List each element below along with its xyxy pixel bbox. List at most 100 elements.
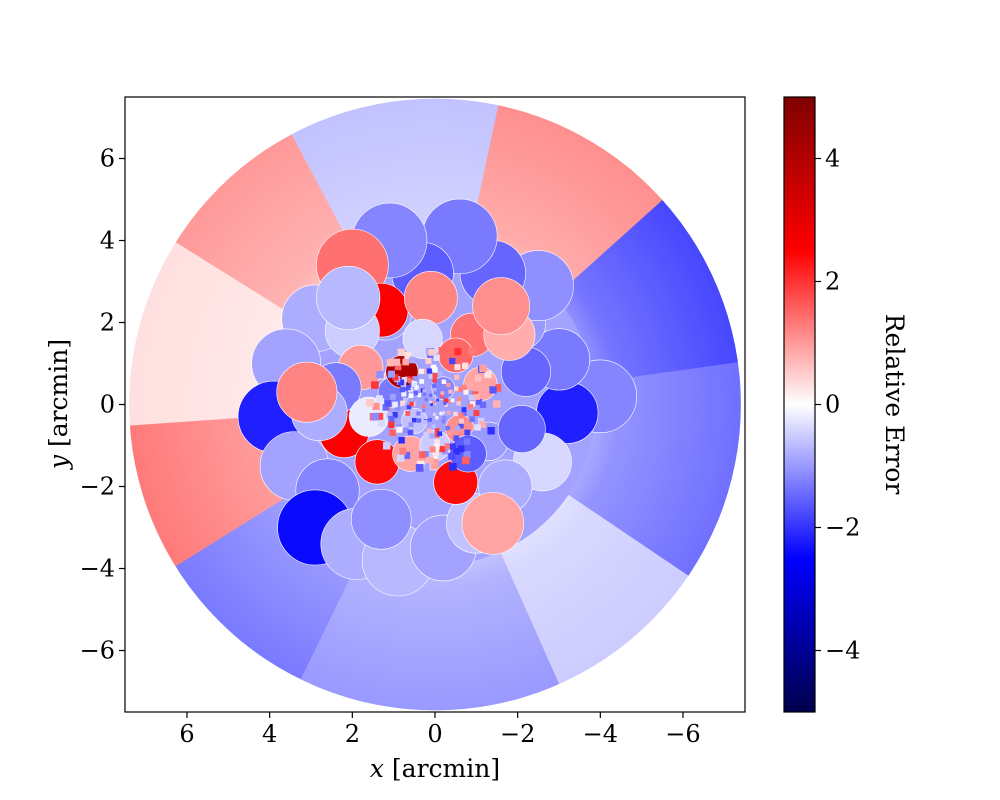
central-bin — [458, 423, 464, 429]
central-bin — [489, 386, 497, 394]
colorbar-gradient — [783, 96, 816, 713]
central-bin — [461, 407, 467, 412]
central-bin — [422, 392, 427, 397]
central-bin — [416, 418, 422, 423]
central-bin — [404, 351, 412, 359]
y-tick-label: 0 — [100, 391, 115, 419]
central-bin — [454, 364, 461, 371]
central-bin — [408, 422, 414, 428]
central-bin — [479, 364, 487, 373]
central-bin — [436, 398, 440, 402]
colorbar-tick-label: 0 — [825, 391, 840, 419]
y-axis-label: y [arcmin] — [44, 339, 73, 470]
central-bin — [444, 403, 448, 407]
central-bin — [392, 401, 398, 408]
central-bin — [411, 382, 417, 388]
x-tick-label: −4 — [583, 720, 618, 748]
central-bin — [415, 464, 424, 472]
central-bin — [413, 391, 419, 396]
central-bin — [440, 391, 445, 395]
central-bin — [397, 348, 406, 357]
central-bin — [464, 429, 471, 436]
central-bin — [428, 374, 434, 379]
central-bin — [426, 456, 434, 464]
central-bin — [449, 462, 457, 471]
central-bin — [476, 398, 483, 405]
central-bin — [384, 400, 391, 407]
colorbar-tick-label: 2 — [825, 268, 840, 296]
central-bin — [434, 428, 440, 433]
colorbar-tick-label: 4 — [825, 145, 840, 173]
central-bin — [443, 398, 447, 403]
central-bin — [406, 404, 412, 410]
bin-cell — [497, 405, 546, 454]
central-bin — [376, 412, 384, 420]
central-bin — [437, 431, 443, 437]
x-tick-label: −2 — [500, 720, 535, 748]
central-bin — [443, 401, 447, 406]
central-bin — [474, 393, 480, 400]
y-tick-label: −2 — [80, 473, 115, 501]
central-bin — [477, 417, 485, 425]
colorbar-label: Relative Error — [880, 314, 909, 495]
central-bin — [445, 425, 451, 431]
central-bin — [376, 370, 384, 379]
central-bin — [493, 400, 501, 408]
central-bin — [400, 400, 406, 406]
central-bin — [440, 394, 444, 398]
central-bin — [429, 446, 436, 453]
central-bin — [402, 358, 410, 366]
central-bin — [389, 393, 396, 400]
central-bin — [398, 379, 405, 386]
central-bin — [403, 427, 409, 434]
central-bin — [457, 396, 462, 402]
central-bin — [394, 405, 401, 411]
central-bin — [430, 403, 434, 406]
central-bin — [449, 357, 456, 365]
central-bin — [434, 439, 440, 446]
central-bin — [425, 357, 432, 364]
central-bin — [431, 400, 435, 404]
central-bin — [454, 425, 461, 431]
y-tick-label: −4 — [80, 555, 115, 583]
central-bin — [448, 399, 453, 404]
central-bin — [429, 433, 435, 439]
central-bin — [453, 435, 460, 442]
central-bin — [461, 362, 469, 369]
central-bin — [461, 456, 470, 465]
bin-cell — [276, 361, 338, 423]
central-bin — [450, 398, 455, 403]
bin-cell — [351, 489, 412, 550]
central-bin — [426, 368, 432, 374]
central-bin — [467, 390, 474, 396]
central-bin — [417, 393, 421, 398]
central-bin — [386, 359, 395, 367]
central-bin — [382, 404, 389, 411]
central-bin — [399, 447, 407, 455]
central-bin — [468, 394, 475, 401]
y-axis-ticks: 6 4 2 0 −2 −4 −6 — [80, 145, 125, 665]
central-bin — [432, 378, 437, 383]
central-bin — [421, 408, 426, 413]
central-bin — [434, 432, 440, 438]
central-bin — [428, 417, 432, 422]
x-tick-label: 4 — [262, 720, 277, 748]
central-bin — [463, 438, 471, 445]
central-bin — [401, 391, 407, 397]
bin-cell — [316, 265, 381, 330]
central-bin — [408, 393, 414, 398]
y-tick-label: 6 — [100, 145, 115, 173]
central-bin — [413, 376, 419, 382]
central-bin — [474, 424, 481, 431]
x-tick-label: −6 — [665, 720, 700, 748]
central-bin — [411, 417, 417, 423]
colorbar-tick-label: −4 — [825, 637, 860, 665]
x-axis-label-variable: x — [370, 754, 384, 783]
central-bin — [371, 381, 379, 389]
central-bin — [456, 401, 461, 406]
central-bin — [409, 401, 414, 407]
central-bin — [416, 411, 421, 416]
central-bin — [405, 376, 411, 382]
y-axis-label-variable: y — [44, 454, 73, 470]
central-bin — [446, 410, 451, 415]
